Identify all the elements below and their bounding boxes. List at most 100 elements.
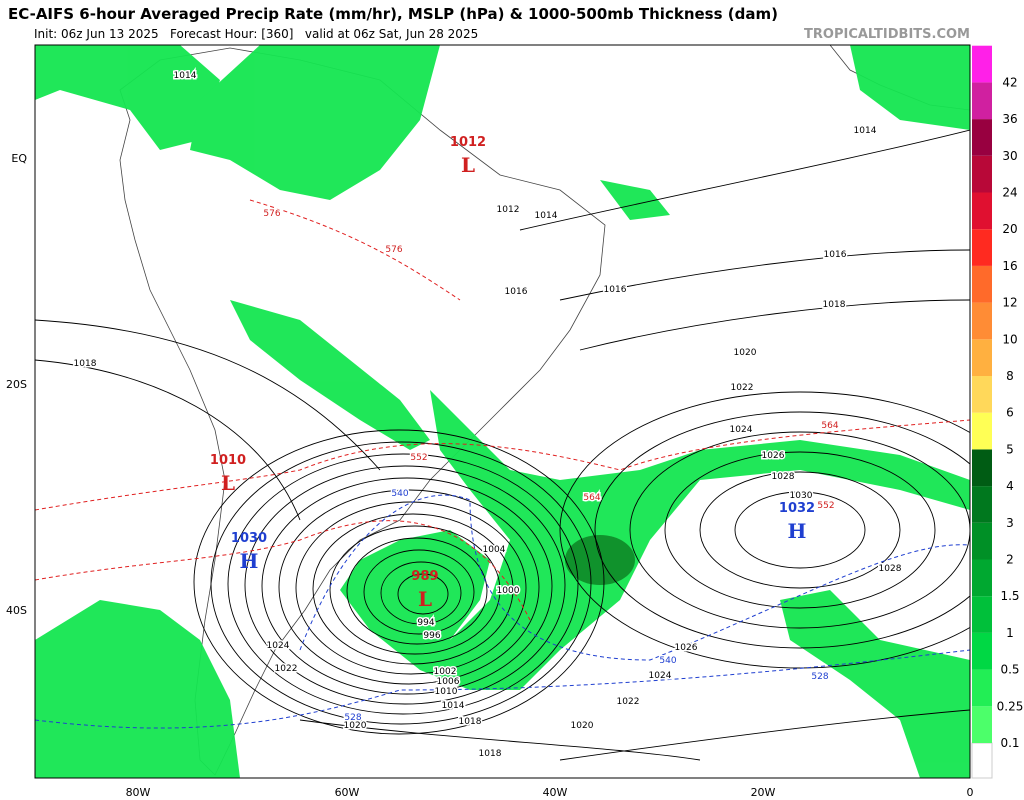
colorbar-label: 36 [1002,112,1017,126]
colorbar-segment [972,559,992,597]
colorbar-label: 24 [1002,186,1017,200]
colorbar-segment [971,742,993,779]
pressure-value: 989 [411,569,438,584]
colorbar-label: 4 [1006,479,1014,493]
colorbar: 0.1 0.25 0.5 1 1.5 2 3 4 5 6 8 10 12 16 20 24 30 36 42 [971,45,1023,779]
isobar-label: 1028 [772,472,795,482]
isobar-label: 1006 [437,677,460,687]
isobar [397,573,449,615]
isobar-label: 1012 [497,205,520,215]
isobar-label: 1014 [174,71,197,81]
lon-label: 80W [126,786,151,799]
isobar [380,561,462,625]
isobar-label: 1014 [854,126,877,136]
isobar [664,451,936,609]
lon-label: 20W [751,786,776,799]
colorbar-segment [972,412,992,450]
colorbar-label: 1.5 [1000,589,1019,603]
isobar-label: 1028 [879,564,902,574]
isobar-label: 1022 [275,664,298,674]
colorbar-segment [972,706,992,743]
map-area [35,45,970,778]
map-frame [34,44,971,779]
isobar-label: 1004 [483,545,506,555]
isobar-label: 1018 [459,717,482,727]
colorbar-segment [972,376,992,413]
isobar-label: 1016 [505,287,528,297]
colorbar-label: 0.5 [1000,663,1019,677]
pressure-letter: L [221,471,235,495]
isobar [363,549,475,635]
isobar-label: 1016 [824,250,847,260]
isobar-label: 1026 [762,451,785,461]
colorbar-label: 30 [1002,149,1017,163]
pressure-value: 1012 [450,135,486,150]
colorbar-label: 1 [1006,626,1014,640]
isobar-label: 1018 [74,359,97,369]
colorbar-label: 0.1 [1000,736,1019,750]
isobar-label: 1030 [790,491,813,501]
isobar [312,513,514,665]
isobar [699,471,901,589]
isobar-label: 1024 [730,425,753,435]
colorbar-label: 3 [1006,516,1014,530]
isobar-label: 1002 [434,667,457,677]
colorbar-segment [972,82,992,120]
colorbar-label: 2 [1006,553,1014,567]
colorbar-segment [972,229,992,266]
lon-label: 60W [335,786,360,799]
isobar-label: 1014 [442,701,465,711]
isobar [346,537,488,645]
isobar-label: 1016 [604,285,627,295]
colorbar-segment [972,339,992,376]
labels: EQ 20S 40S 80W 60W 40W 20W 0 989 L 1032 H 1010 L 1030 H… [6,70,973,800]
thickness-label: 576 [263,209,280,219]
thickness-label: 528 [811,672,828,682]
isobar [734,491,866,569]
colorbar-segment [972,522,992,560]
isobar-label: 1020 [571,721,594,731]
colorbar-segment [972,449,992,487]
pressure-letter: L [418,587,432,611]
isobar-label: 1020 [734,348,757,358]
colorbar-segment [972,119,992,156]
isobar-label: 1020 [344,721,367,731]
colorbar-label: 20 [1002,222,1017,236]
isobar [559,391,970,669]
colorbar-label: 16 [1002,259,1017,273]
isobar [244,465,566,705]
lat-label: EQ [11,152,27,165]
isobar-label: 1014 [535,211,558,221]
isobar-label: 1022 [731,383,754,393]
lat-label: 40S [6,604,27,617]
colorbar-segment [972,632,992,670]
colorbar-segment [972,155,992,193]
lat-label: 20S [6,378,27,391]
thickness-label: 564 [583,493,600,503]
lon-label: 40W [543,786,568,799]
thickness-label: 540 [391,489,408,499]
isobar-label: 1022 [617,697,640,707]
isobar-label: 1026 [675,643,698,653]
subtitle: Init: 06z Jun 13 2025 Forecast Hour: [36… [34,27,478,41]
pressure-letter: H [788,519,807,543]
colorbar-label: 8 [1006,369,1014,383]
colorbar-label: 10 [1002,332,1017,346]
watermark: TROPICALTIDBITS.COM [804,27,970,42]
colorbar-segment [972,486,992,523]
thickness-label: 528 [344,713,361,723]
isobar [329,525,501,655]
isobar-label: 994 [417,618,434,628]
isobar-label: 1000 [497,586,520,596]
colorbar-segment [972,265,992,303]
isobar-label: 996 [423,631,440,641]
pressure-value: 1010 [210,453,246,468]
isobar [261,477,553,695]
isobar [594,411,970,649]
isobar-label: 1024 [649,671,672,681]
pressure-value: 1030 [231,531,267,546]
colorbar-label: 5 [1006,442,1014,456]
isobar-label: 1018 [479,749,502,759]
thickness-label: 576 [385,245,402,255]
